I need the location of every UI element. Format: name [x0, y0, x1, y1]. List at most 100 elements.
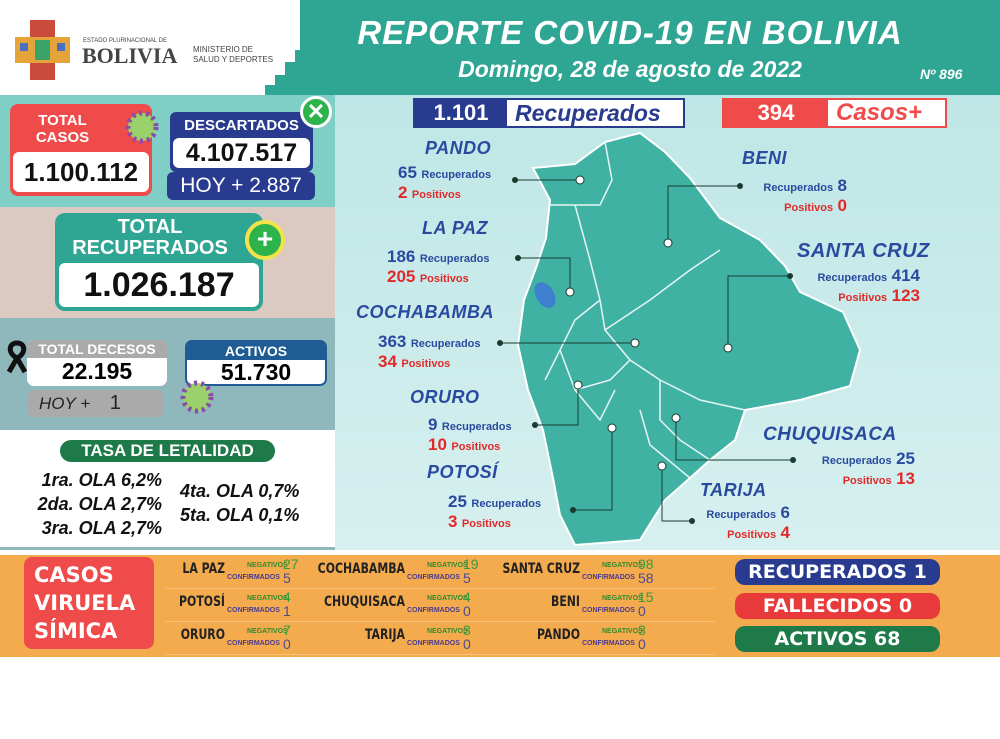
dept-oruro-stats: 9 Recuperados 10 Positivos	[428, 415, 512, 455]
header-banner	[300, 0, 1000, 95]
confirmados-value: 0	[283, 636, 291, 652]
viruela-fallecidos: FALLECIDOS 0	[735, 593, 940, 619]
positivos-value: 13	[896, 469, 915, 488]
confirmados-label: CONFIRMADOS	[407, 607, 460, 614]
x-circle-icon: ✕	[300, 96, 332, 128]
virus-icon	[125, 110, 159, 144]
viruela-dept-name: SANTA CRUZ	[502, 561, 580, 577]
confirmados-value: 0	[638, 636, 646, 652]
negativos-label: NEGATIVOS	[247, 595, 288, 602]
confirmados-label: CONFIRMADOS	[227, 574, 280, 581]
activos-label: ACTIVOS	[187, 342, 325, 360]
negativos-label: NEGATIVOS	[602, 628, 643, 635]
dept-chuquisaca: CHUQUISACA	[763, 424, 897, 445]
recuperados-label: Recuperados	[706, 509, 777, 521]
recuperados-label: Recuperados	[421, 169, 492, 181]
viruela-title: CASOS VIRUELA SÍMICA	[24, 557, 154, 649]
positivos-label: Positivos	[784, 202, 834, 214]
lake-titicaca	[534, 282, 556, 308]
header-logo-area: ESTADO PLURINACIONAL DE BOLIVIA MINISTER…	[0, 0, 300, 95]
confirmados-value: 1	[283, 603, 291, 619]
positivos-value: 34	[378, 352, 397, 371]
viruela-dept-name: LA PAZ	[182, 561, 225, 577]
negativos-label: NEGATIVOS	[427, 595, 468, 602]
dept-la-paz: LA PAZ	[422, 218, 488, 238]
dept-santa-cruz-stats: Recuperados 414 Positivos 123	[795, 266, 920, 306]
confirmados-label: CONFIRMADOS	[407, 640, 460, 647]
daily-recuperados-value: 1.101	[415, 100, 507, 126]
positivos-value: 10	[428, 435, 447, 454]
negativos-label: NEGATIVOS	[427, 628, 468, 635]
dept-beni-stats: Recuperados 8 Positivos 0	[752, 176, 847, 216]
positivos-label: Positivos	[411, 189, 461, 201]
negativos-value: 19	[463, 556, 479, 572]
descartados-label: DESCARTADOS	[184, 117, 299, 134]
viruela-recuperados: RECUPERADOS 1	[735, 559, 940, 585]
total-recuperados-label2: RECUPERADOS	[72, 237, 228, 259]
viruela-dept-name: ORURO	[180, 627, 225, 643]
decesos-hoy: HOY + 1	[27, 390, 164, 417]
viruela-dept-name: BENI	[551, 594, 580, 610]
decesos-hoy-label: HOY +	[39, 394, 91, 413]
activos-card: ACTIVOS 51.730	[185, 340, 327, 386]
positivos-label: Positivos	[838, 292, 888, 304]
dept-potosi: POTOSÍ	[427, 462, 498, 482]
bolivia-map	[497, 131, 862, 547]
daily-recuperados: 1.101 Recuperados	[413, 98, 685, 128]
total-casos-label2: CASOS	[35, 129, 90, 146]
bolivia-emblem-icon	[15, 20, 70, 80]
viruela-title-line: CASOS	[34, 563, 114, 587]
confirmados-value: 5	[283, 570, 291, 586]
recuperados-label: Recuperados	[821, 455, 892, 467]
dept-la-paz-stats: 186 Recuperados 205 Positivos	[387, 247, 490, 287]
negativos-label: NEGATIVOS	[602, 595, 643, 602]
confirmados-label: CONFIRMADOS	[582, 640, 635, 647]
confirmados-label: CONFIRMADOS	[227, 640, 280, 647]
positivos-value: 0	[837, 196, 847, 215]
recuperados-value: 6	[780, 503, 790, 522]
negativos-value: 3	[638, 622, 646, 638]
logo-bolivia-text: BOLIVIA	[82, 43, 178, 68]
negativos-label: NEGATIVOS	[247, 562, 288, 569]
viruela-dept-name: TARIJA	[364, 627, 405, 643]
confirmados-label: CONFIRMADOS	[582, 574, 635, 581]
recuperados-label: Recuperados	[817, 272, 888, 284]
department-borders	[544, 141, 746, 479]
positivos-value: 4	[780, 523, 790, 542]
total-recuperados-card: TOTAL RECUPERADOS 1.026.187	[55, 213, 263, 311]
confirmados-value: 58	[638, 570, 654, 586]
dept-pando: PANDO	[425, 138, 491, 159]
viruela-row: POTOSÍ NEGATIVOS CONFIRMADOS 4 1 CHUQUISACA NE…	[165, 588, 715, 622]
negativos-value: 98	[638, 556, 654, 572]
decesos-hoy-value: 1	[109, 392, 121, 414]
confirmados-value: 0	[638, 603, 646, 619]
total-casos-label1: TOTAL	[38, 112, 87, 129]
positivos-label: Positivos	[461, 518, 511, 530]
letalidad-wave: 1ra. OLA 6,2%	[41, 470, 162, 490]
total-decesos-label: TOTAL DECESOS	[27, 340, 167, 358]
negativos-value: 4	[463, 589, 471, 605]
total-decesos-value: 22.195	[61, 358, 133, 384]
virus-icon	[180, 380, 214, 414]
recuperados-value: 414	[891, 266, 920, 285]
dept-santa-cruz: SANTA CRUZ	[797, 240, 930, 262]
viruela-dept-name: CHUQUISACA	[323, 594, 405, 610]
positivos-label: Positivos	[401, 358, 451, 370]
mourning-ribbon-icon	[6, 340, 28, 374]
viruela-simica-panel: CASOS VIRUELA SÍMICA LA PAZ NEGATIVOS CONF…	[0, 555, 1000, 657]
positivos-value: 205	[387, 267, 416, 286]
confirmados-value: 0	[463, 636, 471, 652]
recuperados-label: Recuperados	[441, 421, 512, 433]
confirmados-label: CONFIRMADOS	[407, 574, 460, 581]
dept-oruro: ORURO	[410, 387, 480, 407]
dept-name: PANDO	[425, 138, 492, 158]
viruela-title-line: VIRUELA	[34, 591, 136, 615]
recuperados-value: 25	[448, 492, 467, 511]
recuperados-value: 363	[378, 332, 407, 351]
positivos-value: 2	[398, 183, 408, 202]
dept-chuquisaca-stats: Recuperados 25 Positivos 13	[795, 449, 915, 489]
negativos-label: NEGATIVOS	[247, 628, 288, 635]
total-decesos-card: TOTAL DECESOS 22.195	[27, 340, 167, 386]
viruela-row: LA PAZ NEGATIVOS CONFIRMADOS 27 5 COCHABAMBA N…	[165, 555, 715, 589]
dept-tarija-stats: Recuperados 6 Positivos 4	[694, 503, 790, 543]
